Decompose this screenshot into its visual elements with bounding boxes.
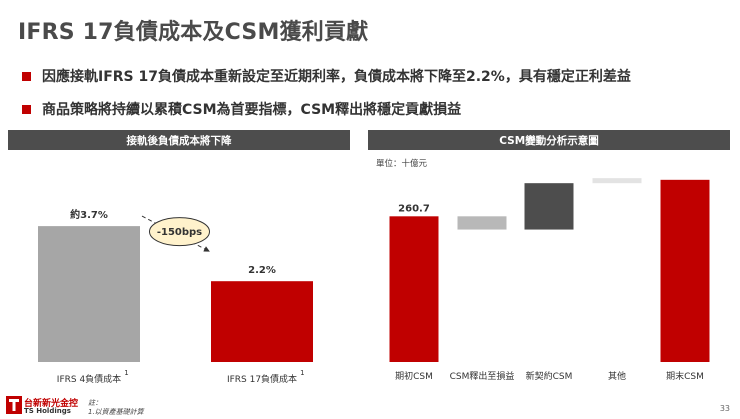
waterfall-category-label-5: 期末CSM bbox=[666, 370, 704, 382]
bullet-2-text: 商品策略將持續以累積CSM為首要指標，CSM釋出將穩定貢獻損益 bbox=[42, 102, 462, 118]
right-chart-title: CSM變動分析示意圖 bbox=[368, 130, 730, 150]
change-annotation-label: -150bps bbox=[157, 227, 202, 238]
left-category-footnote-mark-1: 1 bbox=[124, 369, 128, 377]
left-category-label-1: IFRS 4負債成本 bbox=[57, 373, 121, 385]
waterfall-category-label-3: 新契約CSM bbox=[526, 370, 573, 382]
page-number: 33 bbox=[719, 404, 730, 413]
logo-chinese-name: 台新新光金控 bbox=[24, 399, 79, 409]
left-category-footnote-mark-2: 1 bbox=[300, 369, 304, 377]
left-category-label-2: IFRS 17負債成本 bbox=[227, 373, 297, 385]
left-bar-value-label-2: 2.2% bbox=[248, 265, 276, 276]
left-bar-1 bbox=[38, 226, 140, 362]
waterfall-bar-2 bbox=[457, 216, 507, 230]
bullet-square-icon bbox=[22, 104, 31, 114]
footnote-text: 1.以資產基礎計算 bbox=[88, 408, 144, 416]
waterfall-value-label-1: 260.7 bbox=[398, 203, 430, 214]
waterfall-category-label-2: CSM釋出至損益 bbox=[450, 370, 515, 382]
waterfall-bar-5 bbox=[660, 179, 710, 362]
bullet-square-icon bbox=[22, 71, 31, 81]
waterfall-bar-4 bbox=[592, 178, 642, 184]
bullet-1-text: 因應接軌IFRS 17負債成本重新設定至近期利率，負債成本將下降至2.2%，具有… bbox=[42, 69, 631, 85]
page-title: IFRS 17負債成本及CSM獲利貢獻 bbox=[18, 20, 369, 45]
right-waterfall-chart: 260.7 期初CSM CSM釋出至損益 新契約CSM 其他 期末CSM bbox=[389, 178, 710, 382]
logo-english-name: TS Holdings bbox=[24, 407, 71, 415]
change-annotation-bubble bbox=[149, 217, 210, 247]
bullet-1: 因應接軌IFRS 17負債成本重新設定至近期利率，負債成本將下降至2.2%，具有… bbox=[22, 66, 631, 86]
left-bar-2 bbox=[211, 281, 313, 362]
footnote-label: 註： bbox=[88, 399, 102, 407]
unit-label: 單位：十億元 bbox=[376, 159, 428, 169]
ts-holdings-logo-icon bbox=[6, 396, 22, 414]
bullet-2: 商品策略將持續以累積CSM為首要指標，CSM釋出將穩定貢獻損益 bbox=[22, 99, 461, 119]
waterfall-bar-1 bbox=[389, 216, 439, 362]
waterfall-bar-3 bbox=[524, 183, 574, 230]
left-chart-title: 接軌後負債成本將下降 bbox=[8, 130, 350, 150]
waterfall-category-label-4: 其他 bbox=[608, 370, 626, 382]
left-bar-value-label-1: 約3.7% bbox=[70, 208, 108, 221]
waterfall-category-label-1: 期初CSM bbox=[395, 370, 433, 382]
